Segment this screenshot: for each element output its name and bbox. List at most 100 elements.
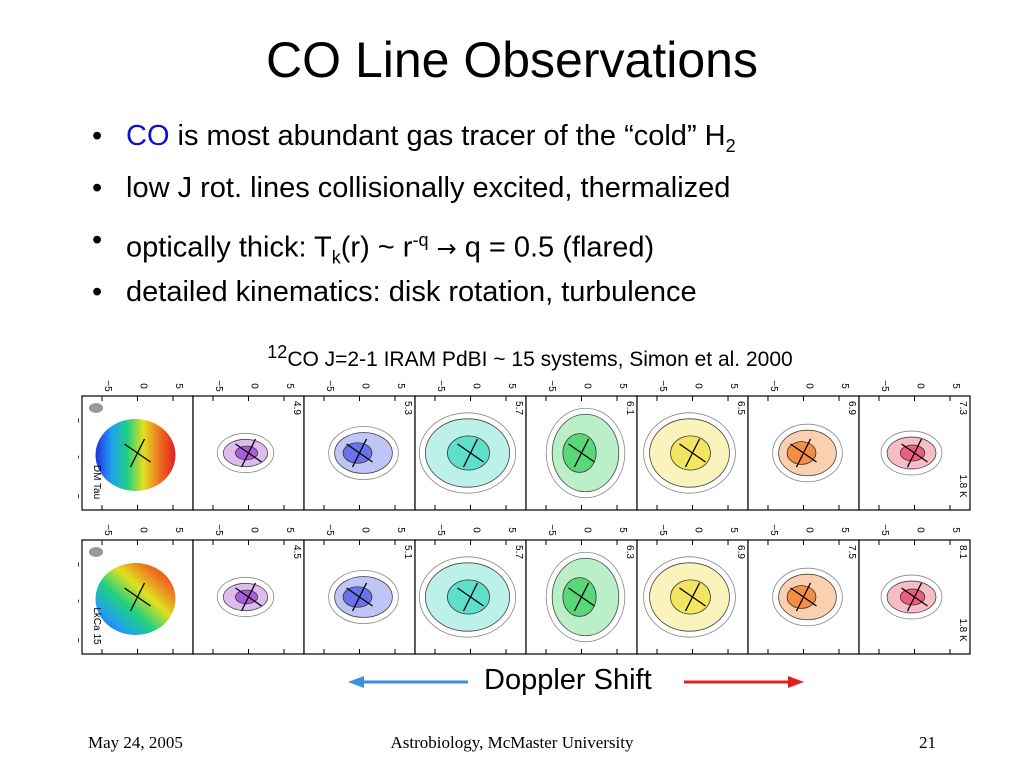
- contour-outer: [216, 432, 275, 474]
- emission-peak: [447, 435, 490, 471]
- top-tick-label: 5: [506, 383, 517, 389]
- left-tick-label: 0: [78, 598, 80, 604]
- disk-minor-axis: [240, 438, 257, 468]
- emission-peak: [234, 445, 258, 461]
- bullet-text: is most abundant gas tracer of the “cold…: [169, 120, 726, 152]
- top-tick-label: −5: [324, 524, 335, 536]
- top-tick-label: 0: [360, 383, 371, 389]
- top-tick-label: −5: [213, 524, 224, 536]
- contour-outer: [328, 570, 399, 624]
- contour-outer: [216, 576, 275, 618]
- bullet-list: CO is most abundant gas tracer of the “c…: [92, 116, 736, 324]
- contour-outer: [328, 426, 399, 480]
- top-tick-label: 0: [915, 527, 926, 533]
- disk-minor-axis: [795, 582, 812, 612]
- top-tick-label: 5: [617, 383, 628, 389]
- top-tick-label: 5: [839, 527, 850, 533]
- emission-peak: [670, 579, 711, 615]
- emission-peak: [342, 586, 373, 608]
- bullet-item: CO is most abundant gas tracer of the “c…: [92, 116, 736, 168]
- bullet-text: low J rot. lines collisionally excited, …: [126, 172, 731, 204]
- top-tick-label: 0: [360, 527, 371, 533]
- top-tick-label: 0: [582, 527, 593, 533]
- beam-ellipse: [89, 547, 103, 557]
- top-tick-label: −5: [657, 524, 668, 536]
- slide-title: CO Line Observations: [266, 32, 758, 88]
- velocity-label: 5.7: [513, 401, 524, 415]
- velocity-label: 5.7: [513, 545, 524, 559]
- top-tick-label: 5: [617, 527, 628, 533]
- page-number: 21: [919, 733, 936, 752]
- left-tick-label: −5: [78, 488, 80, 500]
- top-tick-label: 5: [173, 383, 184, 389]
- contour-outer: [880, 430, 943, 476]
- caption-text: CO J=2-1 IRAM PdBI ~ 15 systems, Simon e…: [287, 348, 793, 371]
- bullet-item: detailed kinematics: disk rotation, turb…: [92, 272, 736, 324]
- disk-minor-axis: [573, 582, 590, 612]
- top-tick-label: 0: [915, 383, 926, 389]
- left-tick-label: 5: [78, 562, 80, 568]
- top-tick-label: −5: [435, 524, 446, 536]
- top-tick-label: 0: [138, 383, 149, 389]
- beam-ellipse: [89, 403, 103, 413]
- subscript: 2: [725, 135, 736, 156]
- top-tick-label: 0: [471, 527, 482, 533]
- velocity-label: 6.9: [735, 545, 746, 559]
- top-tick-label: −5: [879, 380, 890, 392]
- right-arrow-icon: →: [436, 234, 457, 263]
- channel-map-figure: −5 0 5 5 0 −5 DM Tau −5 0 5 4.9 −5 0 5 5.3 −5 0 5 5.7 −5 0 5 6…: [78, 380, 971, 655]
- top-tick-label: −5: [435, 380, 446, 392]
- left-tick-label: 5: [78, 418, 80, 424]
- source-name: DM Tau: [91, 465, 102, 499]
- top-tick-label: 5: [728, 383, 739, 389]
- bullet-text: (r) ~ r: [340, 231, 413, 264]
- contour-level-label: 1.8 K: [957, 474, 968, 498]
- contour-outer: [643, 556, 736, 638]
- disk-minor-axis: [240, 582, 257, 612]
- disk-minor-axis: [129, 438, 146, 468]
- disk-minor-axis: [462, 438, 479, 468]
- contour-outer: [545, 551, 626, 643]
- top-tick-label: −5: [546, 524, 557, 536]
- velocity-label: 5.3: [402, 401, 413, 415]
- velocity-label: 8.1: [957, 545, 968, 559]
- top-tick-label: 0: [693, 527, 704, 533]
- disk-minor-axis: [129, 582, 146, 612]
- top-tick-label: −5: [102, 380, 113, 392]
- disk-minor-axis: [906, 582, 923, 612]
- emission-peak: [670, 435, 711, 471]
- disk-minor-axis: [906, 438, 923, 468]
- velocity-label: 4.5: [291, 545, 302, 559]
- top-tick-label: 5: [728, 527, 739, 533]
- bullet-item: optically thick: Tk(r) ~ r-q → q = 0.5 (…: [92, 220, 736, 272]
- contour-outer: [418, 556, 517, 638]
- source-name: LkCa 15: [91, 607, 102, 645]
- top-tick-label: 5: [950, 527, 961, 533]
- doppler-arrows: [348, 676, 804, 688]
- top-tick-label: 0: [471, 383, 482, 389]
- co-highlight: CO: [126, 120, 170, 152]
- top-tick-label: 5: [395, 383, 406, 389]
- footer-date: May 24, 2005: [88, 733, 183, 752]
- top-tick-label: −5: [213, 380, 224, 392]
- emission-peak: [342, 442, 373, 464]
- top-tick-label: −5: [657, 380, 668, 392]
- top-tick-label: −5: [102, 524, 113, 536]
- contour-outer: [880, 574, 943, 620]
- top-tick-label: −5: [768, 524, 779, 536]
- top-tick-label: 5: [506, 527, 517, 533]
- velocity-label: 7.5: [846, 545, 857, 559]
- top-tick-label: 0: [693, 383, 704, 389]
- velocity-label: 6.1: [624, 401, 635, 415]
- velocity-label: 6.3: [624, 545, 635, 559]
- bullet-text: q = 0.5 (flared): [456, 231, 655, 264]
- subscript: k: [331, 247, 341, 268]
- doppler-label: Doppler Shift: [484, 664, 652, 696]
- emission-peak: [562, 577, 597, 617]
- top-tick-label: 0: [582, 383, 593, 389]
- top-tick-label: −5: [324, 380, 335, 392]
- contour-outer: [418, 412, 517, 494]
- redshift-arrow-icon: [684, 676, 804, 688]
- velocity-label: 5.1: [402, 545, 413, 559]
- contour-outer: [772, 423, 843, 483]
